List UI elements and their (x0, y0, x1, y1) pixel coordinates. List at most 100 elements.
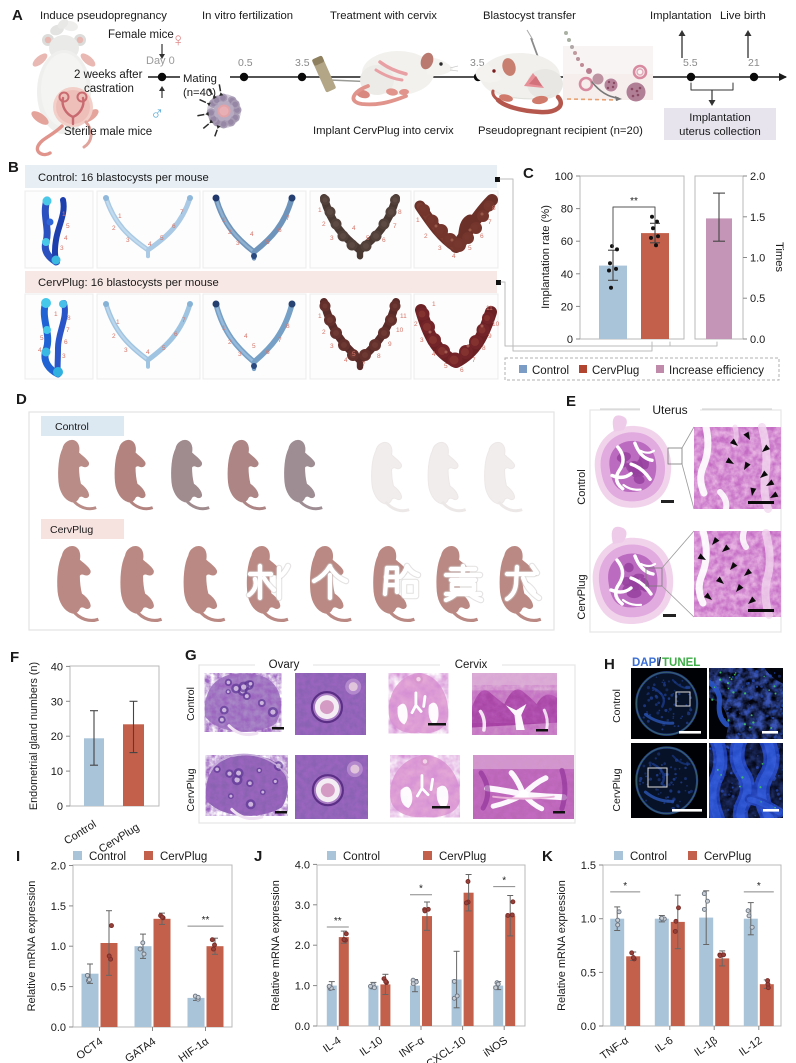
svg-text:2.0: 2.0 (51, 861, 66, 873)
svg-text:5.5: 5.5 (683, 57, 698, 69)
svg-text:2: 2 (228, 339, 232, 346)
svg-text:5: 5 (160, 235, 164, 242)
svg-text:80: 80 (561, 204, 573, 216)
svg-text:6: 6 (460, 367, 464, 374)
svg-text:CervPlug: CervPlug (576, 574, 588, 619)
svg-text:6: 6 (266, 349, 270, 356)
svg-text:1.0: 1.0 (51, 941, 66, 953)
svg-text:7: 7 (472, 357, 476, 364)
svg-text:5: 5 (468, 245, 472, 252)
svg-text:4: 4 (64, 235, 68, 242)
svg-text:5: 5 (352, 351, 356, 358)
svg-text:H: H (604, 656, 615, 673)
svg-text:5: 5 (40, 335, 44, 342)
svg-text:3: 3 (330, 343, 334, 350)
svg-text:7: 7 (182, 317, 186, 324)
svg-text:Live birth: Live birth (720, 10, 766, 22)
svg-text:4: 4 (38, 347, 42, 354)
svg-text:6: 6 (278, 227, 282, 234)
svg-text:C: C (523, 165, 534, 182)
svg-text:2: 2 (424, 233, 428, 240)
svg-text:3.5: 3.5 (470, 57, 485, 69)
svg-text:1: 1 (118, 213, 122, 220)
svg-text:5: 5 (366, 235, 370, 242)
svg-text:7: 7 (362, 361, 366, 368)
svg-text:In vitro fertilization: In vitro fertilization (202, 10, 293, 22)
svg-text:CervPlug: CervPlug (50, 524, 93, 536)
svg-text:9: 9 (388, 341, 392, 348)
svg-text:2: 2 (228, 229, 232, 236)
svg-text:5: 5 (66, 223, 70, 230)
svg-text:3: 3 (238, 351, 242, 358)
svg-text:3: 3 (438, 245, 442, 252)
svg-text:2: 2 (112, 333, 116, 340)
svg-text:J: J (254, 848, 262, 865)
svg-text:4: 4 (452, 253, 456, 260)
svg-text:3: 3 (62, 353, 66, 360)
svg-text:*: * (419, 884, 423, 895)
svg-text:Uterus: Uterus (652, 403, 687, 417)
svg-text:7: 7 (488, 219, 492, 226)
svg-text:4: 4 (344, 357, 348, 364)
svg-text:K: K (542, 848, 553, 865)
svg-text:uterus collection: uterus collection (679, 126, 761, 138)
svg-text:5: 5 (266, 239, 270, 246)
svg-text:3: 3 (420, 337, 424, 344)
svg-text:6: 6 (174, 331, 178, 338)
svg-text:7: 7 (278, 337, 282, 344)
svg-text:7: 7 (393, 223, 397, 230)
svg-text:DAPI: DAPI (632, 657, 659, 669)
svg-text:10: 10 (51, 766, 63, 778)
svg-text:0: 0 (57, 801, 63, 813)
svg-text:1: 1 (54, 311, 58, 318)
svg-text:2: 2 (322, 221, 326, 228)
svg-text:6: 6 (172, 223, 176, 230)
svg-text:CervPlug: CervPlug (592, 365, 639, 377)
svg-text:Relative mRNA expression: Relative mRNA expression (270, 880, 282, 1011)
svg-text:4: 4 (244, 333, 248, 340)
svg-text:3: 3 (330, 235, 334, 242)
svg-text:1: 1 (222, 217, 226, 224)
svg-text:Control: Control (185, 687, 197, 721)
svg-text:4: 4 (148, 241, 152, 248)
svg-text:2: 2 (112, 225, 116, 232)
svg-text:*: * (502, 876, 506, 887)
svg-text:8: 8 (67, 315, 71, 322)
svg-text:1: 1 (318, 207, 322, 214)
svg-text:2.0: 2.0 (750, 171, 765, 183)
svg-text:**: ** (202, 915, 210, 926)
svg-text:**: ** (334, 916, 342, 927)
svg-text:E: E (566, 393, 576, 410)
svg-text:4: 4 (432, 351, 436, 358)
svg-text:Relative mRNA expression: Relative mRNA expression (26, 881, 38, 1012)
svg-text:3.5: 3.5 (295, 57, 310, 69)
svg-text:40: 40 (561, 269, 573, 281)
svg-text:Treatment with cervix: Treatment with cervix (330, 10, 437, 22)
svg-text:1.5: 1.5 (581, 860, 596, 872)
svg-text:8: 8 (482, 345, 486, 352)
svg-text:60: 60 (561, 236, 573, 248)
svg-text:Pseudopregnant recipient (n=20: Pseudopregnant recipient (n=20) (478, 125, 643, 137)
svg-text:Control: Control (55, 421, 89, 433)
svg-text:1: 1 (222, 325, 226, 332)
svg-text:1: 1 (416, 217, 420, 224)
svg-text:0.0: 0.0 (750, 334, 765, 346)
svg-text:Implantation: Implantation (689, 112, 751, 124)
svg-text:0: 0 (567, 334, 573, 346)
svg-text:♂: ♂ (150, 104, 164, 125)
svg-text:2.0: 2.0 (295, 940, 310, 952)
svg-text:CervPlug: CervPlug (439, 851, 486, 863)
svg-text:*: * (623, 881, 627, 892)
svg-text:11: 11 (400, 313, 407, 320)
svg-text:5: 5 (162, 345, 166, 352)
svg-text:0.5: 0.5 (238, 57, 253, 69)
svg-text:Control: Control (532, 365, 569, 377)
svg-text:6: 6 (382, 237, 386, 244)
svg-text:0.0: 0.0 (295, 1021, 310, 1033)
svg-text:6: 6 (64, 339, 68, 346)
svg-text:3: 3 (124, 347, 128, 354)
svg-text:1: 1 (116, 319, 120, 326)
svg-text:Control: Control (343, 851, 380, 863)
svg-text:8: 8 (377, 353, 381, 360)
svg-text:Implantation: Implantation (650, 10, 712, 22)
